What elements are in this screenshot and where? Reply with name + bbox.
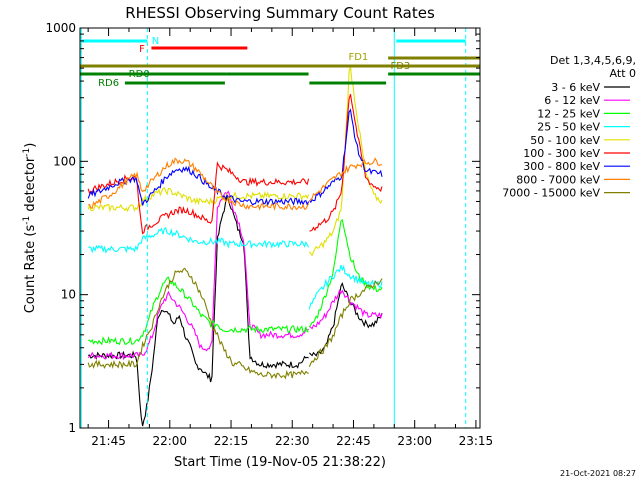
x-tick-label: 21:45: [91, 434, 126, 448]
y-tick-label: 100: [53, 154, 76, 168]
series-1-line-a: [88, 195, 309, 427]
series-8: [88, 157, 382, 211]
y-axis-label: Count Rate (s-1 detector-1): [22, 143, 38, 314]
legend-title: Det 1,3,4,5,6,9,: [550, 54, 636, 67]
y-axis-label-main: Count Rate (s: [23, 225, 38, 314]
annotation-n: N: [152, 36, 159, 47]
series-2: [87, 190, 383, 361]
legend-label-9: 7000 - 15000 keV: [502, 187, 600, 200]
x-tick-label: 22:30: [275, 434, 310, 448]
y-tick-label: 1: [68, 421, 76, 435]
x-tick-label: 22:00: [152, 434, 187, 448]
series-8-line-b: [308, 157, 382, 202]
y-axis-label-mid: detector: [23, 156, 38, 216]
legend-label-4: 25 - 50 keV: [537, 121, 600, 134]
x-tick-label: 22:15: [214, 434, 249, 448]
y-axis: 1 10 100 1000: [45, 21, 480, 435]
footer-timestamp: 21-Oct-2021 08:27: [560, 469, 636, 478]
series-4-line-a: [88, 227, 310, 254]
legend-subtitle: Att 0: [610, 67, 636, 80]
legend-label-3: 12 - 25 keV: [537, 107, 600, 120]
y-axis-label-sup1: -1: [22, 216, 32, 225]
annotation-fd3: FD3: [390, 61, 410, 72]
series-2-line-b: [309, 289, 383, 330]
y-axis-label-end: ): [23, 143, 38, 148]
legend-label-6: 100 - 300 keV: [523, 147, 600, 160]
legend-label-8: 800 - 7000 keV: [516, 173, 600, 186]
series-5-line-a: [87, 186, 310, 213]
series-3-line-a: [88, 276, 309, 346]
annotation-f: F: [139, 44, 145, 55]
legend-label-1: 3 - 6 keV: [551, 81, 600, 94]
data-layer: [87, 66, 383, 427]
series-7: [87, 108, 383, 207]
series-4: [88, 227, 383, 310]
series-7-line-b: [308, 108, 383, 204]
x-tick-label: 22:45: [336, 434, 371, 448]
legend-label-2: 6 - 12 keV: [544, 94, 600, 107]
y-tick-label: 1000: [45, 21, 76, 35]
x-tick-label: 23:00: [397, 434, 432, 448]
series-7-line-a: [87, 165, 310, 207]
observing-state-bars: NF FD1 FD3 RD0 RD6: [80, 28, 480, 428]
plot-frame: [79, 27, 481, 429]
chart-title: RHESSI Observing Summary Count Rates: [125, 4, 435, 22]
y-axis-label-sup2: -1: [22, 148, 32, 157]
annotation-fd1: FD1: [348, 52, 368, 63]
series-9: [87, 267, 383, 380]
series-9-line-b: [308, 278, 383, 368]
x-axis: 21:45 22:00 22:15 22:30 22:45 23:00 23:15: [87, 28, 494, 448]
x-tick-label: 23:15: [459, 434, 494, 448]
legend-label-7: 300 - 800 keV: [523, 160, 600, 173]
annotation-rd0: RD0: [129, 69, 150, 80]
series-8-line-a: [88, 157, 310, 211]
y-tick-label: 10: [61, 288, 76, 302]
x-axis-label: Start Time (19-Nov-05 21:38:22): [174, 455, 386, 470]
series-3-line-b: [308, 218, 383, 328]
series-2-line-a: [87, 190, 309, 361]
series-3: [88, 218, 383, 346]
annotation-rd6: RD6: [98, 78, 119, 89]
series-9-line-a: [87, 267, 309, 380]
legend-label-5: 50 - 100 keV: [530, 134, 600, 147]
series-6-line-a: [87, 161, 310, 235]
series-4-line-b: [308, 264, 383, 310]
